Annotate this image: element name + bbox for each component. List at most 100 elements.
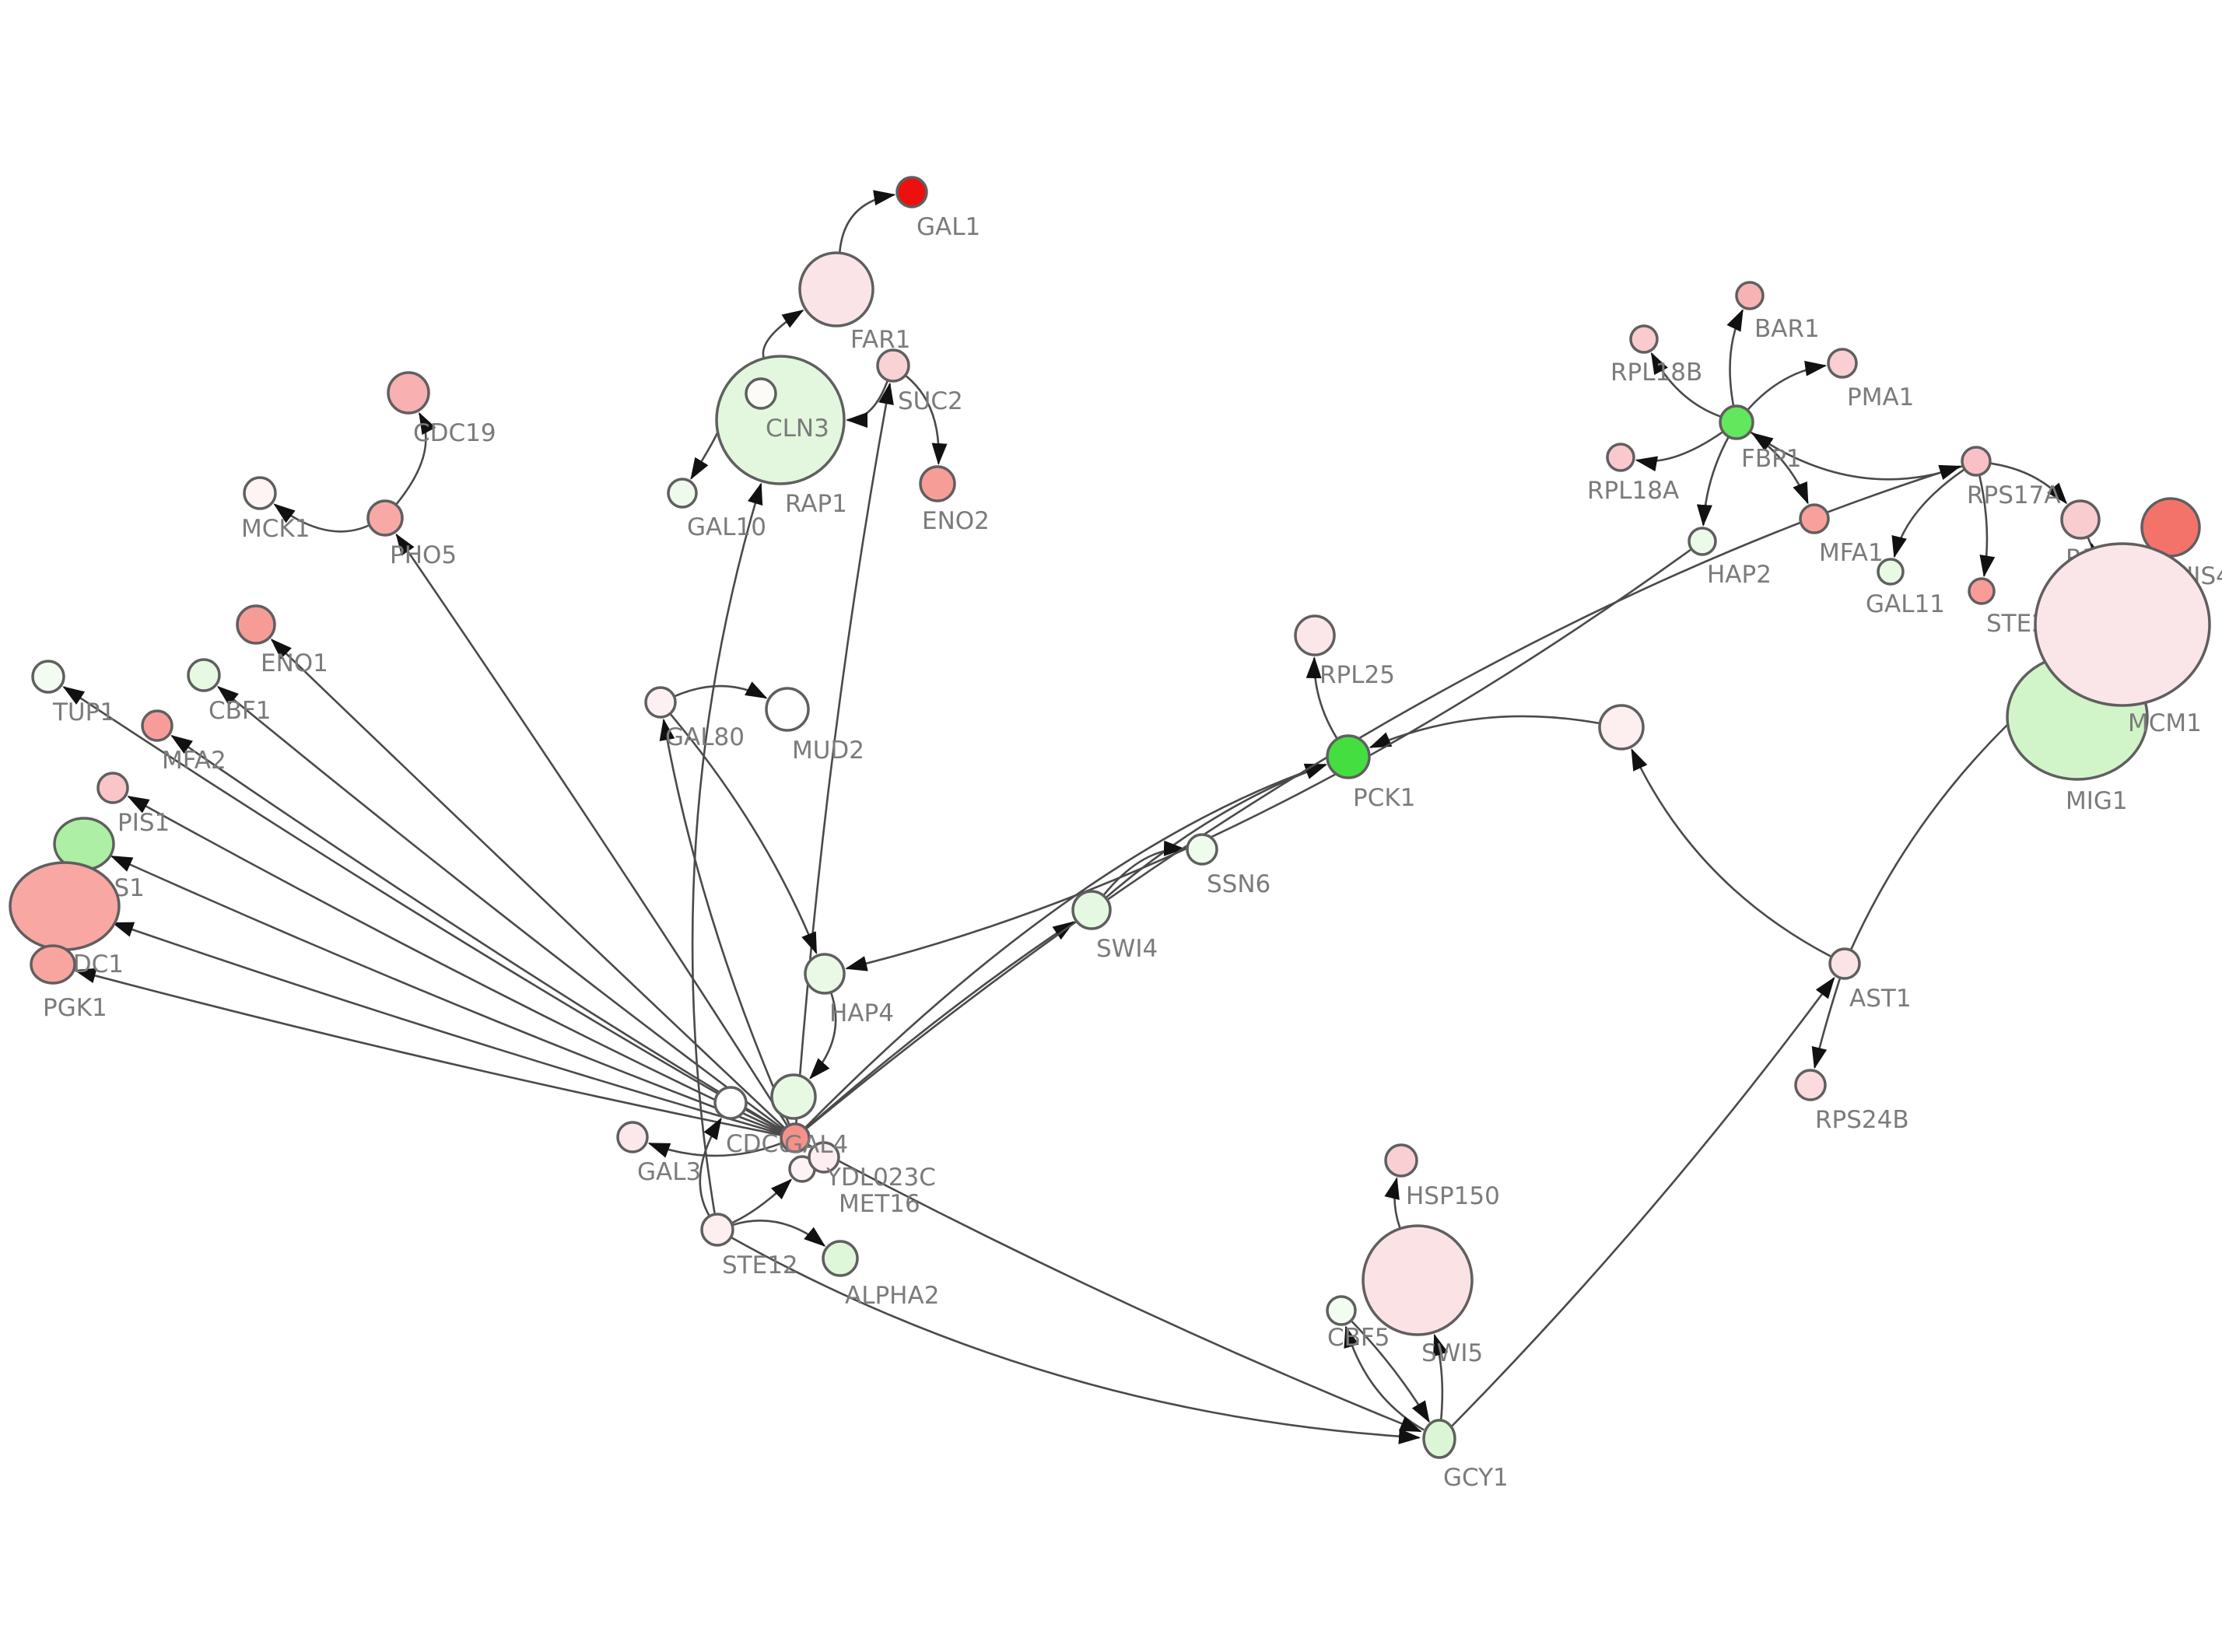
node-SSN6[interactable] [1186, 833, 1218, 866]
node-RPS24B[interactable] [1794, 1069, 1827, 1101]
node-PIS1[interactable] [96, 772, 129, 804]
edge-HAP2-HAP4[interactable] [845, 548, 1692, 971]
edge-RAP1-FAR1[interactable] [762, 310, 804, 359]
edge-AST1-RPS24B[interactable] [1811, 978, 1842, 1069]
node-SWI4[interactable] [1071, 890, 1112, 930]
edge-GAL4-PIS1[interactable] [127, 795, 783, 1133]
node-HSP150[interactable] [1384, 1143, 1418, 1178]
node-SWI5[interactable] [1362, 1224, 1474, 1336]
edge-PHO5-CDC19[interactable] [395, 411, 436, 506]
edge-PCK1-RPL25[interactable] [1306, 656, 1338, 739]
node-ALPHA2[interactable] [822, 1240, 859, 1277]
node-PCK1[interactable] [1326, 734, 1371, 779]
edge-GAL80-MUD2[interactable] [674, 681, 768, 699]
edge-GAL4-GAL80[interactable] [659, 718, 790, 1125]
node-RPL25[interactable] [1294, 614, 1336, 656]
edge-GAL4-MFA2[interactable] [170, 734, 783, 1132]
edge-FBP1-BAR1[interactable] [1726, 309, 1744, 406]
node-CDC19[interactable] [387, 371, 430, 415]
edge-GAL4-PHO5[interactable] [395, 533, 788, 1126]
node-BAR1[interactable] [1735, 281, 1765, 310]
node-GAL11[interactable] [1877, 558, 1905, 586]
node-STE2[interactable] [1968, 577, 1996, 605]
edge-GAL4-PGK1[interactable] [74, 968, 781, 1136]
node-PMA1[interactable] [1827, 348, 1858, 379]
edge-GAL4-SWI4[interactable] [805, 921, 1075, 1129]
node-RPL18A[interactable] [1606, 443, 1635, 472]
node-PGK1[interactable] [30, 944, 76, 985]
node-CLN3[interactable] [745, 377, 777, 410]
node-GAL4[interactable] [780, 1122, 811, 1153]
node-GCY1[interactable] [1422, 1419, 1456, 1459]
edge-RAP1-GAL10[interactable] [690, 431, 719, 480]
edge-FBP1-PMA1[interactable] [1747, 360, 1828, 411]
edge-SWI5-HSP150[interactable] [1384, 1177, 1401, 1229]
edge-STE12-CDC6[interactable] [699, 1117, 722, 1216]
edge-FBP1-RPL18B[interactable] [1650, 352, 1721, 418]
node-RPL16A[interactable] [2060, 499, 2101, 540]
edge-GAL4-CBF1[interactable] [216, 685, 784, 1130]
node-NODE_B[interactable] [770, 1073, 817, 1120]
node-CBF1[interactable] [187, 658, 221, 692]
edge-STE12-RAP1[interactable] [691, 482, 763, 1214]
edge-GAL4-PDC1[interactable] [111, 922, 782, 1135]
edge-FBP1-RPL18A[interactable] [1635, 431, 1723, 472]
edge-GAL4-GAL3[interactable] [647, 1142, 782, 1158]
node-CDC6[interactable] [713, 1086, 748, 1120]
node-PDC1[interactable] [9, 861, 121, 951]
node-FAR1[interactable] [798, 251, 874, 327]
edge-GAL4-ENO1[interactable] [270, 639, 786, 1129]
edge-SWI4-SSN6[interactable] [1102, 840, 1186, 896]
node-MCK1[interactable] [243, 476, 277, 510]
node-label-MIG1: MIG1 [2066, 787, 2128, 815]
node-RPL18B[interactable] [1629, 324, 1659, 354]
edge-GCY1-AST1[interactable] [1451, 976, 1835, 1427]
node-GAL80[interactable] [644, 686, 677, 719]
node-ENO2[interactable] [919, 465, 956, 502]
node-AST1[interactable] [1828, 947, 1861, 980]
edge-GAL80-HAP4[interactable] [669, 713, 818, 954]
edge-SUC2-RAP1[interactable] [846, 380, 888, 428]
edge-RPS17A-GAL11[interactable] [1891, 468, 1965, 558]
node-PHO5[interactable] [366, 499, 404, 537]
edge-GAL4-GCY1[interactable] [808, 1143, 1422, 1433]
node-GAL1[interactable] [895, 176, 928, 208]
node-TUP1[interactable] [31, 660, 65, 694]
node-MFA1[interactable] [1799, 503, 1830, 534]
edge-AST1-NODE_A[interactable] [1631, 748, 1831, 957]
edge-GAL4-TUP1[interactable] [62, 686, 783, 1132]
node-ENO1[interactable] [236, 604, 276, 645]
node-MFA2[interactable] [141, 709, 173, 742]
edge-SUC2-ENO2[interactable] [905, 375, 948, 465]
edge-GAL4-SUC2[interactable] [795, 382, 894, 1124]
node-MCM1[interactable] [2034, 542, 2211, 707]
node-label-TUP1: TUP1 [52, 698, 115, 726]
node-GAL10[interactable] [667, 478, 698, 509]
edge-GAL4-RAS1[interactable] [110, 855, 782, 1134]
edge-STE12-GCY1[interactable] [731, 1237, 1421, 1444]
edge-FBP1-HAP2[interactable] [1696, 436, 1730, 527]
node-HAP2[interactable] [1688, 527, 1717, 556]
node-SUC2[interactable] [876, 348, 910, 383]
edge-GAL4-RPS17A[interactable] [805, 464, 1961, 1129]
node-RPS17A[interactable] [1961, 446, 1992, 477]
node-STE12[interactable] [700, 1213, 734, 1247]
node-YDL023C[interactable] [808, 1141, 840, 1174]
edge-HAP4-NODE_B[interactable] [809, 992, 837, 1080]
node-NODE_A[interactable] [1598, 704, 1645, 751]
edge-STE12-MET16[interactable] [731, 1178, 793, 1224]
edge-GCY1-SWI5[interactable] [1433, 1333, 1449, 1422]
edge-PHO5-MCK1[interactable] [273, 503, 370, 533]
edge-RPS17A-STE2[interactable] [1978, 475, 1996, 578]
node-CBF5[interactable] [1326, 1295, 1357, 1326]
edge-CBF5-GCY1[interactable] [1351, 1320, 1430, 1423]
edge-RPS17A-RPL16A[interactable] [1990, 462, 2068, 505]
edge-FAR1-GAL1[interactable] [839, 190, 896, 253]
node-MUD2[interactable] [765, 687, 810, 732]
edge-NODE_A-PCK1[interactable] [1369, 715, 1600, 749]
node-GAL3[interactable] [616, 1121, 649, 1153]
node-FBP1[interactable] [1719, 404, 1754, 440]
edge-STE12-ALPHA2[interactable] [732, 1220, 826, 1247]
node-HAP4[interactable] [804, 953, 846, 995]
